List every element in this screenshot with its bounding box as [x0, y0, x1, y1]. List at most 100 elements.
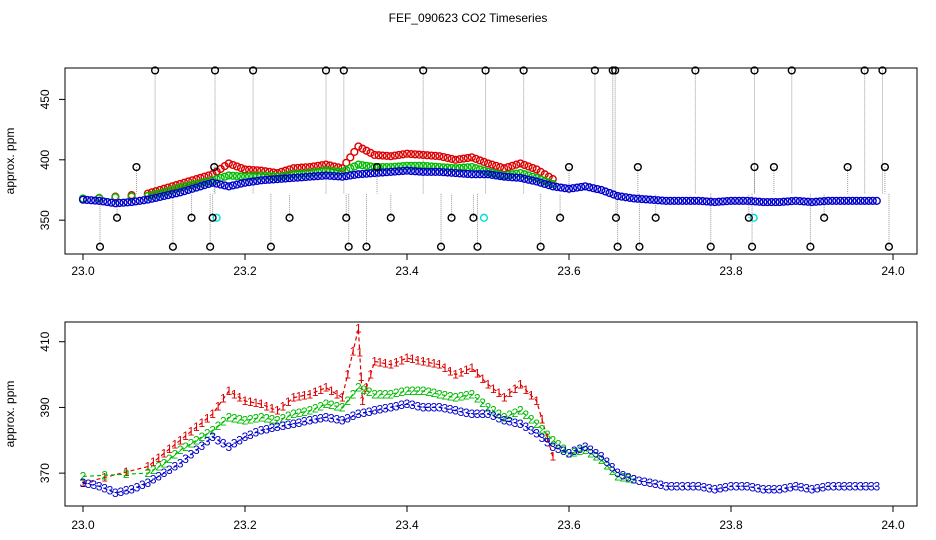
series-label-1: 1 [452, 368, 459, 382]
series-label-2: 2 [382, 387, 389, 401]
data-point-blue [95, 196, 104, 205]
data-point-blue [139, 196, 148, 205]
series-label-2: 2 [436, 387, 443, 401]
series-label-3: 3 [809, 483, 816, 497]
data-point-blue [305, 172, 314, 181]
bottom-x-tick-label: 23.2 [233, 518, 257, 532]
data-point-blue [172, 189, 181, 198]
outlier-point [633, 162, 642, 172]
top-panel: approx. ppm 23.0 23.2 23.4 23.6 23.8 24.0 350… [3, 66, 918, 278]
data-point-blue [354, 170, 363, 179]
data-point-blue [710, 197, 719, 207]
series-label-1: 1 [225, 384, 232, 398]
data-point-blue [431, 167, 440, 176]
series-label-1: 1 [209, 407, 216, 421]
bottom-x-tick-label: 23.0 [71, 518, 95, 532]
data-point-red [471, 154, 480, 163]
data-point-cyan [749, 213, 758, 222]
series-label-1: 1 [258, 397, 265, 411]
data-point-blue [609, 190, 618, 199]
data-point-blue [277, 174, 286, 183]
series-label-3: 3 [717, 481, 724, 495]
series-label-3: 3 [782, 481, 789, 495]
outlier-point [611, 213, 621, 222]
series-label-1: 1 [358, 370, 365, 384]
data-point-red [532, 165, 541, 174]
outlier-point [210, 162, 219, 172]
data-point-green [423, 162, 432, 171]
data-point-green [516, 168, 525, 178]
data-point-blue [475, 170, 485, 179]
series-label-3: 3 [177, 456, 184, 470]
data-point-blue [301, 172, 310, 182]
series-label-2: 2 [571, 445, 578, 459]
series-label-3: 3 [490, 409, 497, 423]
series-label-3: 3 [296, 416, 303, 430]
data-point-red [249, 165, 258, 175]
top-x-tick-label: 23.2 [233, 264, 257, 278]
series-label-3: 3 [571, 444, 578, 458]
data-point-green [415, 161, 424, 170]
outlier-point [750, 162, 759, 172]
series-label-3: 3 [182, 452, 189, 466]
data-point-blue [176, 188, 185, 197]
outlier-point [112, 213, 122, 222]
series-label-2: 2 [593, 450, 600, 464]
series-label-2: 2 [517, 404, 524, 418]
series-label-2: 2 [274, 414, 281, 428]
data-point-blue [726, 196, 736, 205]
series-label-3: 3 [776, 483, 783, 497]
data-point-blue [163, 191, 173, 200]
outlier-point [536, 242, 545, 251]
series-label-3: 3 [576, 442, 583, 456]
data-point-blue [406, 166, 416, 176]
top-y-tick-label: 450 [38, 89, 52, 109]
data-point-blue [504, 172, 513, 182]
series-label-3: 3 [652, 477, 659, 491]
series-label-3: 3 [339, 414, 346, 428]
series-label-3: 3 [873, 479, 880, 493]
data-point-green [411, 161, 420, 170]
series-line-2 [82, 386, 634, 481]
data-point-green [394, 162, 404, 171]
series-label-2: 2 [80, 469, 87, 483]
data-point-red [285, 165, 294, 174]
series-label-2: 2 [188, 437, 195, 451]
series-label-3: 3 [657, 478, 664, 492]
data-point-red [305, 162, 314, 172]
outlier-point [820, 213, 829, 222]
series-label-1: 1 [274, 404, 281, 418]
series-label-1: 1 [350, 345, 357, 359]
data-point-blue [131, 197, 140, 206]
series-label-3: 3 [701, 480, 708, 494]
outlier-point [706, 242, 715, 251]
data-point-blue [196, 182, 205, 191]
series-label-3: 3 [112, 486, 119, 500]
data-point-blue [836, 196, 845, 205]
outlier-point [344, 242, 353, 251]
data-point-green [540, 176, 549, 186]
bottom-y-tick-label: 410 [38, 331, 52, 351]
data-point-blue [240, 178, 250, 187]
data-point-red [143, 189, 152, 198]
series-label-3: 3 [668, 479, 675, 493]
outlier-point [469, 213, 478, 222]
series-label-3: 3 [171, 460, 178, 474]
data-point-blue [325, 171, 335, 180]
data-point-blue [585, 183, 594, 192]
series-label-3: 3 [512, 416, 519, 430]
data-point-blue [548, 182, 557, 191]
series-label-2: 2 [339, 400, 346, 414]
data-point-blue [666, 196, 675, 205]
data-point-green [350, 162, 359, 171]
data-point-blue [751, 197, 760, 206]
data-point-blue [597, 185, 606, 195]
outlier-point [187, 213, 196, 222]
series-label-1: 1 [517, 377, 524, 391]
series-label-1: 1 [363, 381, 370, 395]
data-point-blue [848, 196, 857, 205]
data-point-red [301, 163, 310, 172]
data-point-red [390, 151, 399, 160]
data-point-blue [423, 167, 432, 176]
data-point-red [479, 157, 489, 167]
